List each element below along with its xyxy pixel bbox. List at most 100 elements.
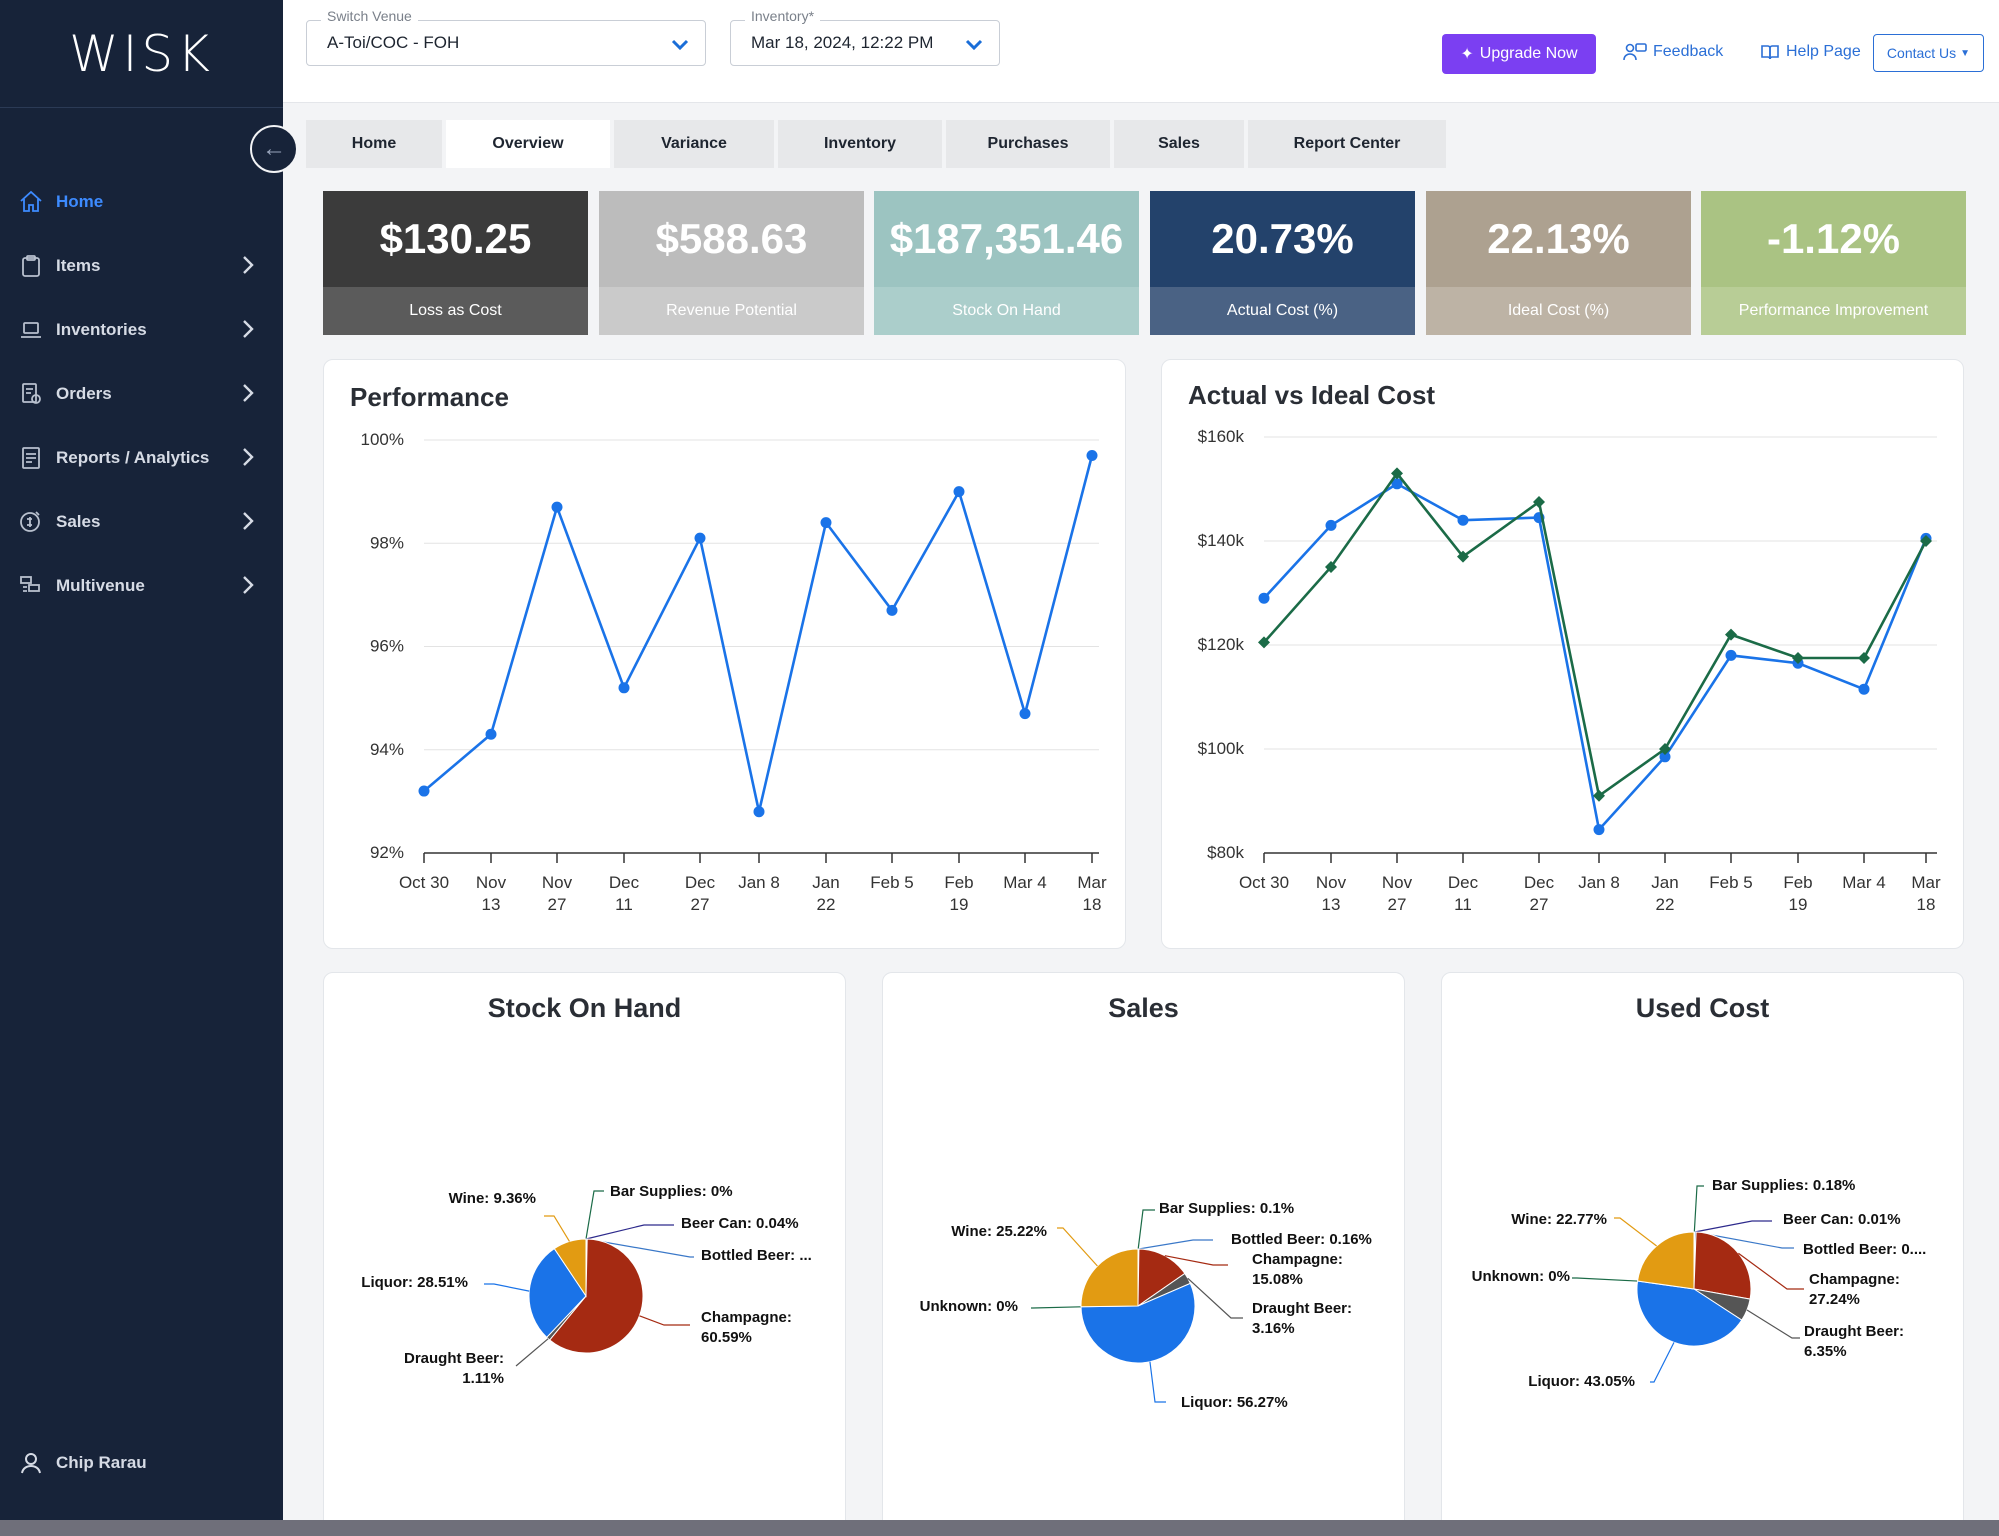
- data-point[interactable]: [1792, 652, 1804, 664]
- x-tick-label: Nov 13: [1316, 873, 1347, 914]
- data-point[interactable]: [1593, 824, 1605, 836]
- x-tick-label: Dec 11: [1448, 873, 1479, 914]
- collapse-sidebar-button[interactable]: ←: [250, 125, 298, 173]
- tab-inventory[interactable]: Inventory: [778, 120, 942, 168]
- x-tick-label: Mar 4: [1842, 873, 1885, 892]
- data-point[interactable]: [1258, 636, 1270, 649]
- user-profile[interactable]: Chip Rarau: [18, 1450, 147, 1476]
- kpi-card-revenue-potential[interactable]: $588.63 Revenue Potential: [599, 191, 864, 335]
- help-page-link[interactable]: Help Page: [1760, 42, 1861, 62]
- data-point[interactable]: [1533, 496, 1545, 508]
- data-point[interactable]: [1858, 683, 1870, 695]
- data-point[interactable]: [485, 728, 497, 740]
- data-point[interactable]: [1325, 561, 1337, 573]
- data-point[interactable]: [1593, 789, 1605, 802]
- tab-home[interactable]: Home: [306, 120, 442, 168]
- data-point[interactable]: [820, 517, 832, 529]
- pie-slice[interactable]: [1080, 1282, 1196, 1364]
- used-cost-pie: Bar Supplies: 0.18% Beer Can: 0.01% Bottle…: [1472, 1177, 1927, 1390]
- sidebar-item-sales[interactable]: Sales: [0, 490, 283, 554]
- data-point[interactable]: [1920, 535, 1932, 547]
- stock-on-hand-panel: Stock On Hand Bar Supplies: 0% Beer Can: …: [323, 972, 846, 1532]
- data-point[interactable]: [1325, 519, 1337, 531]
- kpi-card-loss-as-cost[interactable]: $130.25 Loss as Cost: [323, 191, 588, 335]
- pie-label: Draught Beer: 1.11%: [404, 1350, 504, 1387]
- pie-slice[interactable]: [1693, 1231, 1752, 1300]
- chevron-down-icon: [671, 39, 689, 51]
- data-point[interactable]: [1457, 514, 1469, 526]
- data-point[interactable]: [1019, 708, 1031, 720]
- leader-line: [1650, 1342, 1675, 1383]
- kpi-card-actual-cost[interactable]: 20.73% Actual Cost (%): [1150, 191, 1415, 335]
- venue-select[interactable]: Switch Venue A-Toi/COC - FOH: [306, 8, 706, 66]
- data-point[interactable]: [753, 806, 765, 818]
- x-tick-label-line: 11: [1454, 895, 1472, 914]
- feedback-link[interactable]: Feedback: [1623, 42, 1723, 62]
- data-point[interactable]: [1725, 649, 1737, 661]
- sidebar-item-multivenue[interactable]: Multivenue: [0, 554, 283, 618]
- tab-variance[interactable]: Variance: [614, 120, 774, 168]
- data-point[interactable]: [618, 682, 630, 694]
- sidebar-item-inventories[interactable]: Inventories: [0, 298, 283, 362]
- user-icon: [18, 1450, 44, 1476]
- pie-label-line: Draught Beer:: [1252, 1300, 1352, 1317]
- kpi-card-performance-improvement[interactable]: -1.12% Performance Improvement: [1701, 191, 1966, 335]
- tab-purchases[interactable]: Purchases: [946, 120, 1110, 168]
- data-point[interactable]: [1391, 467, 1403, 480]
- contact-us-button[interactable]: Contact Us ▼: [1873, 34, 1984, 72]
- pie-label: Wine: 22.77%: [1511, 1211, 1607, 1228]
- data-point[interactable]: [1858, 652, 1870, 664]
- x-tick-label: Feb 19: [1783, 873, 1812, 914]
- pie-label-line: 15.08%: [1252, 1271, 1303, 1288]
- home-icon: [18, 189, 44, 215]
- report-icon: [18, 445, 44, 471]
- sidebar-item-items[interactable]: Items: [0, 234, 283, 298]
- data-point[interactable]: [1457, 550, 1469, 563]
- pie-slice[interactable]: [1137, 1248, 1186, 1307]
- pie-label: Bar Supplies: 0.18%: [1712, 1177, 1855, 1194]
- data-point[interactable]: [1725, 628, 1737, 641]
- sidebar-item-orders[interactable]: Orders: [0, 362, 283, 426]
- data-point[interactable]: [418, 785, 430, 797]
- kpi-card-stock-on-hand[interactable]: $187,351.46 Stock On Hand: [874, 191, 1139, 335]
- y-tick-label: 96%: [370, 637, 404, 656]
- leader-line: [1138, 1239, 1213, 1250]
- upgrade-now-button[interactable]: ✦ Upgrade Now: [1442, 34, 1596, 74]
- x-tick-label-line: Mar: [1911, 873, 1941, 892]
- tab-report-center[interactable]: Report Center: [1248, 120, 1446, 168]
- pie-slice[interactable]: [528, 1247, 587, 1339]
- pie-slice[interactable]: [549, 1238, 644, 1354]
- x-tick-label: Feb 5: [870, 873, 913, 892]
- data-point[interactable]: [1659, 743, 1671, 755]
- pie-label-line: Draught Beer:: [404, 1350, 504, 1367]
- pie-slice[interactable]: [1636, 1280, 1743, 1347]
- horizontal-scrollbar[interactable]: [0, 1520, 1999, 1536]
- data-point[interactable]: [886, 604, 898, 616]
- tab-overview[interactable]: Overview: [446, 120, 610, 168]
- kpi-card-ideal-cost[interactable]: 22.13% Ideal Cost (%): [1426, 191, 1691, 335]
- data-point[interactable]: [1659, 751, 1671, 763]
- data-point[interactable]: [694, 532, 706, 544]
- tab-sales[interactable]: Sales: [1114, 120, 1244, 168]
- kpi-value: $187,351.46: [874, 191, 1139, 287]
- wisk-logo[interactable]: WISK: [0, 0, 283, 108]
- data-point[interactable]: [1258, 592, 1270, 604]
- leader-line: [1693, 1185, 1704, 1233]
- data-point[interactable]: [1391, 478, 1403, 490]
- chevron-right-icon: [243, 256, 254, 274]
- data-point[interactable]: [953, 486, 965, 498]
- sidebar-item-reports-analytics[interactable]: Reports / Analytics: [0, 426, 283, 490]
- data-point[interactable]: [1086, 449, 1098, 461]
- help-page-label: Help Page: [1786, 43, 1861, 60]
- contact-us-label: Contact Us: [1886, 45, 1957, 61]
- leader-line: [585, 1190, 604, 1240]
- pie-slice[interactable]: [1080, 1248, 1139, 1308]
- leader-line: [585, 1224, 674, 1240]
- pie-slice[interactable]: [1636, 1231, 1695, 1290]
- inventory-select[interactable]: Inventory* Mar 18, 2024, 12:22 PM: [730, 8, 1000, 66]
- y-tick-label: $140k: [1198, 531, 1245, 550]
- sidebar-item-home[interactable]: Home: [0, 170, 283, 234]
- x-tick-label: Mar 4: [1003, 873, 1046, 892]
- used-cost-title: Used Cost: [1635, 993, 1770, 1023]
- data-point[interactable]: [551, 501, 563, 513]
